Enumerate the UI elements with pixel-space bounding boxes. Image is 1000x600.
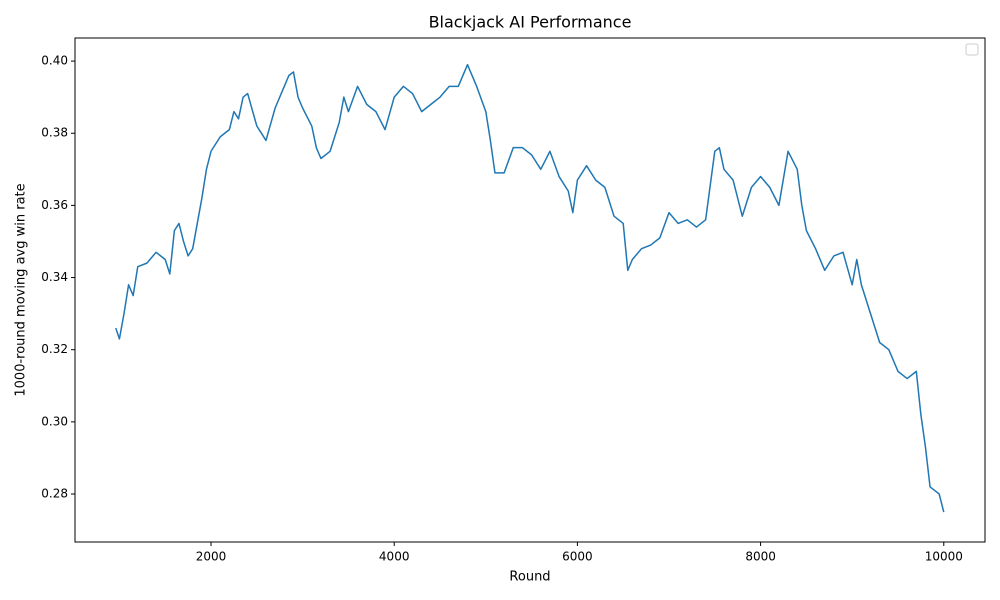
y-tick-label: 0.38 (41, 126, 68, 140)
x-tick-label: 8000 (745, 550, 776, 564)
y-tick-label: 0.36 (41, 198, 68, 212)
chart-title: Blackjack AI Performance (429, 13, 632, 32)
legend-box (965, 43, 979, 56)
x-tick-label: 4000 (379, 550, 410, 564)
x-tick-label: 6000 (562, 550, 593, 564)
y-tick-label: 0.32 (41, 342, 68, 356)
x-tick-label: 2000 (196, 550, 227, 564)
y-axis-label: 1000-round moving avg win rate (14, 183, 29, 396)
x-axis-label: Round (509, 570, 550, 585)
plot-frame (74, 37, 986, 543)
y-tick-label: 0.40 (41, 54, 68, 68)
line-series (115, 63, 945, 513)
y-tick-label: 0.34 (41, 270, 68, 284)
y-tick-label: 0.28 (41, 487, 68, 501)
y-tick-label: 0.30 (41, 414, 68, 428)
x-tick-label: 10000 (925, 550, 963, 564)
